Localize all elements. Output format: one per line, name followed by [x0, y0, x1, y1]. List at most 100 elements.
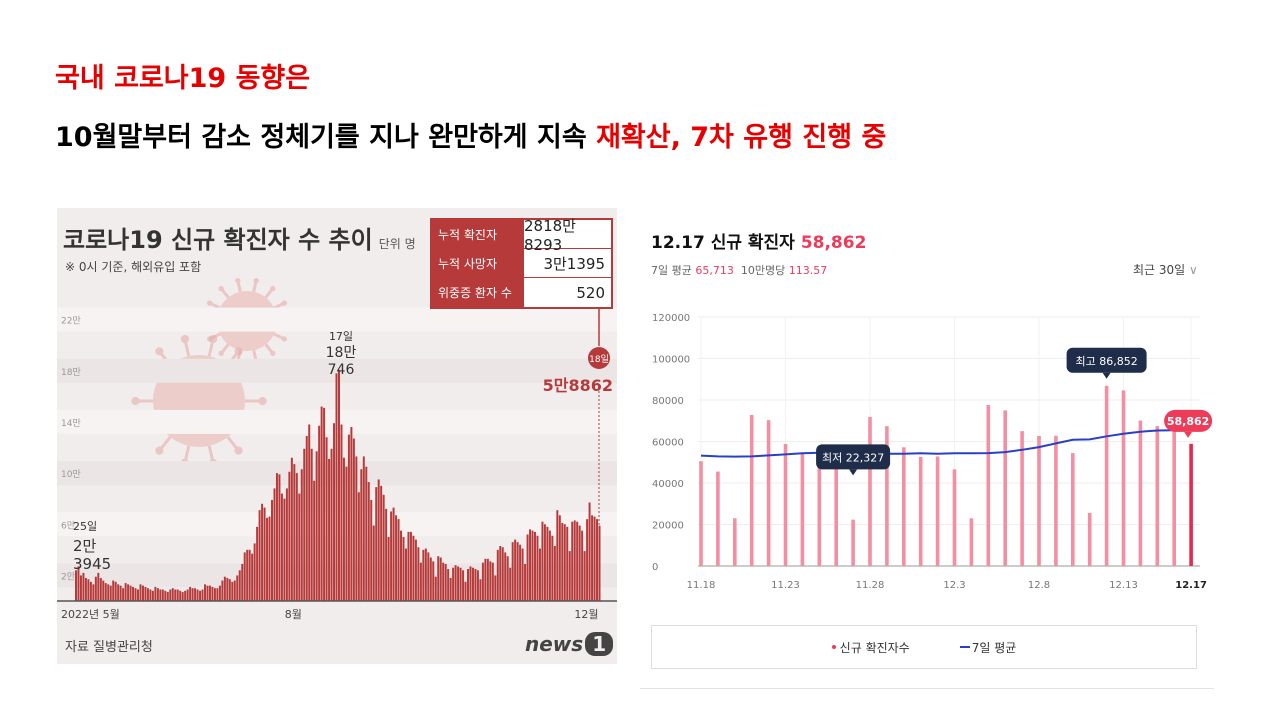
left-bar: [117, 584, 120, 601]
left-bar: [290, 457, 293, 601]
left-bar: [576, 521, 579, 601]
annotation-badge: [588, 347, 610, 369]
left-bar: [112, 580, 115, 601]
left-bar: [444, 563, 447, 601]
left-bar: [367, 482, 370, 601]
left-bar: [268, 516, 271, 601]
left-bar: [501, 547, 504, 601]
left-bar: [402, 537, 405, 601]
left-bar: [134, 588, 137, 601]
virus-spike-tip: [270, 285, 276, 292]
left-bar: [509, 567, 512, 601]
left-bar: [412, 535, 415, 601]
left-bar: [278, 474, 281, 601]
left-bar: [434, 576, 437, 601]
left-bar: [469, 566, 472, 601]
y-tick-label: 100000: [652, 355, 690, 366]
annotation-value: 5만8862: [543, 376, 613, 395]
callout-bubble: [1164, 409, 1213, 432]
right-bar: [1054, 435, 1058, 566]
y-tick-label: 6만: [61, 520, 75, 531]
left-bar: [119, 585, 122, 601]
right-bar: [1189, 443, 1193, 566]
left-bar: [144, 586, 147, 601]
callout-pointer: [1102, 372, 1111, 379]
left-bar: [293, 464, 296, 601]
right-bar: [783, 443, 788, 566]
left-bar: [419, 562, 422, 602]
left-bar: [204, 584, 206, 601]
callout-bubble: [1066, 347, 1147, 373]
right-bar: [935, 456, 940, 566]
left-chart-unit: 단위 명: [378, 237, 416, 251]
left-bar: [429, 557, 432, 601]
left-bar: [189, 586, 192, 601]
left-bar: [583, 551, 586, 601]
legend-item-bar[interactable]: 신규 확진자수: [831, 639, 910, 656]
left-bar: [122, 588, 125, 601]
right-bar: [716, 471, 720, 566]
left-bar: [114, 581, 117, 601]
right-bar: [733, 518, 737, 566]
left-bar: [352, 438, 355, 601]
left-bar: [454, 565, 457, 601]
virus-icon: [131, 334, 267, 468]
left-bar: [273, 488, 276, 601]
left-bar: [280, 493, 283, 601]
right-bar: [1087, 512, 1092, 566]
y-tick-label: 22만: [61, 316, 81, 327]
left-bar: [464, 581, 467, 601]
right-bar: [851, 519, 855, 566]
left-chart-panel: 2만 6만 10만 14만 18만 22만 2022년 5월 8월 12월 25일 2만 3945 17…: [57, 208, 617, 664]
left-bar: [328, 459, 331, 601]
left-bar: [392, 507, 395, 601]
virus-spike-tip: [281, 300, 288, 306]
legend-item-line[interactable]: 7일 평균: [959, 639, 1016, 656]
right-chart-title-text: 12.17 신규 확진자: [651, 233, 795, 253]
left-bar: [238, 570, 241, 601]
right-bar: [749, 414, 754, 566]
left-bar: [176, 589, 179, 601]
left-bar: [109, 585, 112, 601]
left-bar: [300, 469, 303, 601]
right-bar: [1121, 390, 1126, 566]
left-bar: [380, 485, 383, 602]
annotation-value: 2만: [73, 537, 97, 555]
left-bar: [593, 516, 596, 601]
left-bar: [491, 562, 494, 602]
left-bar: [499, 546, 502, 601]
left-chart-title-text: 코로나19 신규 확진자 수 추이: [63, 226, 373, 254]
left-bar: [333, 423, 336, 601]
virus-spike-tip: [206, 300, 213, 306]
y-tick-label: 18만: [61, 367, 81, 378]
x-tick-label: 11.23: [771, 580, 800, 591]
left-bar: [407, 531, 410, 601]
news1-logo: news 1: [525, 632, 614, 656]
x-tick-label: 8월: [285, 608, 302, 621]
left-bar: [375, 487, 378, 601]
left-bar: [551, 535, 554, 601]
left-bar: [462, 570, 465, 601]
left-bar: [191, 588, 194, 601]
right-bar: [1172, 428, 1176, 566]
left-bar: [285, 488, 288, 601]
left-bar: [439, 557, 442, 601]
left-bar: [196, 589, 199, 601]
x-tick-label: 12.13: [1109, 580, 1138, 591]
left-bar: [581, 530, 584, 601]
left-bar: [563, 524, 566, 601]
left-bar: [233, 580, 236, 601]
range-dropdown[interactable]: 최근 30일 ∨: [1133, 261, 1198, 278]
left-chart-title: 코로나19 신규 확진자 수 추이 단위 명: [63, 220, 416, 255]
annotation-label: 25일: [73, 519, 97, 533]
left-bar: [127, 584, 130, 601]
left-bar: [164, 590, 167, 601]
left-bar: [586, 519, 589, 601]
left-bar: [409, 531, 412, 601]
left-bar: [221, 580, 224, 601]
right-bar: [918, 456, 923, 566]
left-bar: [174, 589, 177, 601]
left-bar: [481, 562, 484, 602]
sub-label-7day: 7일 평균: [651, 264, 692, 277]
left-bar: [313, 480, 316, 601]
